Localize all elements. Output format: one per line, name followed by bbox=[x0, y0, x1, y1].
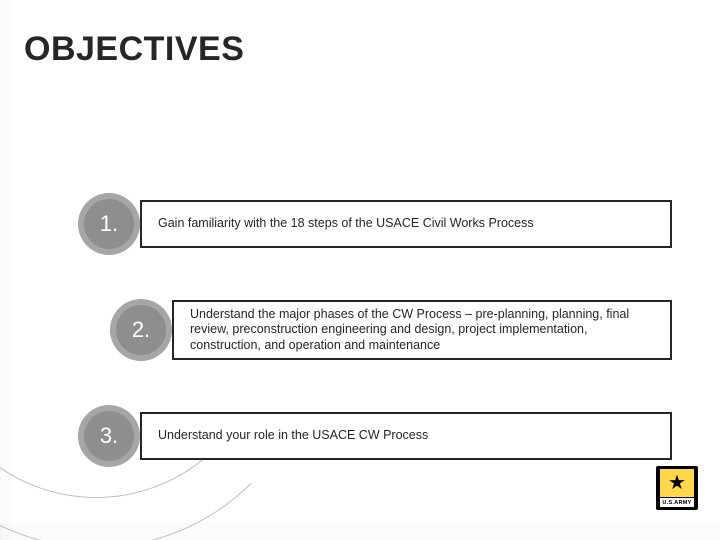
objective-row: Gain familiarity with the 18 steps of th… bbox=[0, 192, 720, 256]
objective-row: Understand your role in the USACE CW Pro… bbox=[0, 404, 720, 468]
objective-text: Gain familiarity with the 18 steps of th… bbox=[158, 216, 534, 232]
logo-frame: ★ U.S.ARMY bbox=[656, 466, 698, 510]
objective-number-circle: 1. bbox=[78, 193, 140, 255]
objective-number-circle: 3. bbox=[78, 405, 140, 467]
objective-text: Understand the major phases of the CW Pr… bbox=[190, 307, 656, 354]
logo-band-text: U.S.ARMY bbox=[660, 498, 694, 507]
objective-row: Understand the major phases of the CW Pr… bbox=[0, 298, 720, 362]
page-title: OBJECTIVES bbox=[24, 30, 244, 69]
objective-bar: Understand the major phases of the CW Pr… bbox=[172, 300, 672, 360]
objective-number: 1. bbox=[100, 211, 118, 237]
objective-bar: Understand your role in the USACE CW Pro… bbox=[140, 412, 672, 460]
objective-number: 3. bbox=[100, 423, 118, 449]
objective-bar: Gain familiarity with the 18 steps of th… bbox=[140, 200, 672, 248]
star-icon: ★ bbox=[668, 473, 686, 493]
us-army-logo: ★ U.S.ARMY bbox=[656, 466, 698, 514]
logo-star-panel: ★ bbox=[660, 469, 694, 497]
objective-number-circle: 2. bbox=[110, 299, 172, 361]
objective-number: 2. bbox=[132, 317, 150, 343]
objective-text: Understand your role in the USACE CW Pro… bbox=[158, 428, 428, 444]
